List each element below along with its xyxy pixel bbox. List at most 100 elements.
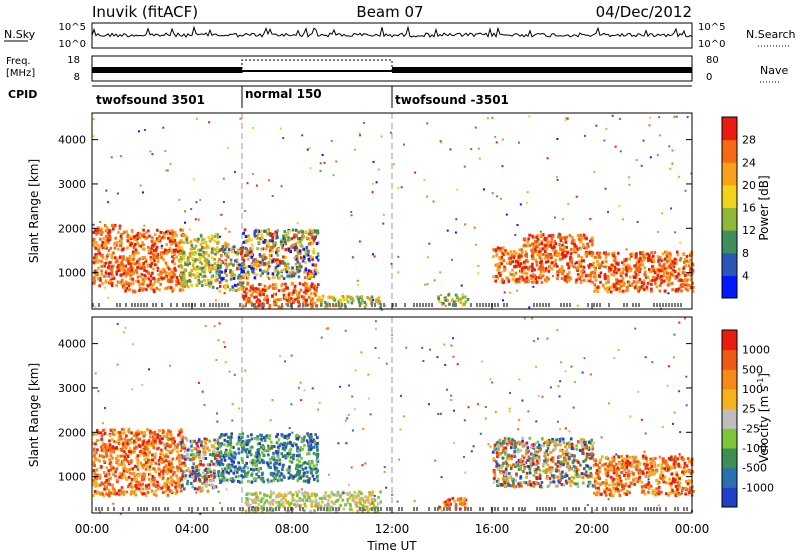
echo-cell bbox=[144, 484, 148, 488]
echo-cell bbox=[528, 265, 532, 269]
echo-cell bbox=[238, 273, 241, 277]
echo-cell bbox=[242, 442, 246, 446]
echo-cell bbox=[190, 458, 194, 462]
echo-cell bbox=[222, 250, 225, 254]
echo-cell bbox=[517, 263, 520, 267]
echo-cell bbox=[116, 454, 120, 458]
echo-cell bbox=[210, 279, 213, 283]
echo-cell bbox=[356, 279, 359, 282]
echo-cell bbox=[181, 284, 185, 288]
echo-cell bbox=[173, 230, 177, 234]
echo-cell bbox=[213, 446, 217, 450]
echo-cell bbox=[212, 247, 216, 251]
echo-cell bbox=[107, 478, 111, 481]
echo-cell bbox=[275, 461, 278, 465]
echo-cell bbox=[219, 479, 222, 483]
echo-cell bbox=[316, 271, 320, 275]
echo-cell bbox=[569, 454, 573, 458]
echo-cell bbox=[152, 249, 156, 253]
echo-cell bbox=[105, 451, 108, 455]
echo-cell bbox=[197, 275, 200, 279]
echo-cell bbox=[104, 269, 108, 273]
echo-cell bbox=[169, 475, 173, 479]
echo-cell bbox=[277, 500, 281, 504]
echo-cell bbox=[499, 271, 503, 275]
echo-cell bbox=[206, 471, 209, 474]
echo-cell bbox=[204, 473, 208, 477]
echo-cell bbox=[170, 437, 173, 441]
echo-cell bbox=[314, 498, 318, 502]
echo-cell bbox=[92, 239, 95, 242]
echo-cell bbox=[135, 436, 138, 440]
echo-cell bbox=[446, 498, 450, 502]
echo-cell bbox=[164, 470, 168, 474]
echo-cell bbox=[282, 261, 285, 265]
echo-cell bbox=[110, 253, 114, 257]
echo-cell bbox=[110, 464, 113, 468]
echo-cell bbox=[358, 132, 361, 135]
echo-cell bbox=[316, 504, 320, 508]
echo-cell bbox=[395, 303, 397, 307]
echo-cell bbox=[238, 263, 241, 267]
echo-cell bbox=[101, 240, 105, 244]
echo-cell bbox=[307, 459, 311, 463]
echo-cell bbox=[171, 235, 175, 239]
echo-cell bbox=[129, 273, 132, 277]
echo-cell bbox=[315, 304, 318, 308]
echo-cell bbox=[501, 138, 504, 141]
echo-cell bbox=[115, 440, 119, 444]
echo-cell bbox=[198, 453, 201, 457]
colorbar-swatch bbox=[722, 252, 737, 276]
echo-cell bbox=[195, 117, 198, 120]
echo-cell bbox=[197, 266, 201, 270]
echo-cell bbox=[257, 287, 260, 291]
echo-cell bbox=[221, 470, 225, 473]
echo-cell bbox=[120, 232, 123, 236]
echo-cell bbox=[498, 247, 502, 251]
echo-cell bbox=[136, 231, 140, 235]
echo-cell bbox=[295, 464, 299, 468]
echo-cell bbox=[538, 242, 541, 246]
echo-cell bbox=[203, 475, 207, 479]
echo-cell bbox=[591, 236, 594, 240]
echo-cell bbox=[307, 232, 311, 236]
echo-cell bbox=[596, 260, 599, 263]
echo-cell bbox=[285, 494, 288, 498]
echo-cell bbox=[375, 298, 378, 302]
echo-cell bbox=[214, 232, 218, 236]
echo-cell bbox=[246, 443, 249, 446]
echo-cell bbox=[539, 267, 543, 271]
echo-cell bbox=[546, 259, 550, 263]
echo-cell bbox=[124, 452, 128, 456]
echo-cell bbox=[243, 266, 246, 270]
echo-cell bbox=[577, 237, 581, 241]
echo-cell bbox=[350, 508, 354, 512]
echo-cell bbox=[148, 234, 151, 238]
echo-cell bbox=[168, 286, 171, 290]
echo-cell bbox=[177, 433, 180, 437]
echo-cell bbox=[143, 451, 147, 455]
range-tick-label: 2000 bbox=[58, 222, 86, 235]
echo-cell bbox=[180, 442, 183, 446]
echo-cell bbox=[202, 254, 205, 258]
echo-cell bbox=[92, 442, 95, 445]
echo-cell bbox=[636, 220, 639, 223]
echo-cell bbox=[135, 456, 138, 460]
echo-cell bbox=[136, 237, 139, 241]
echo-cell bbox=[203, 303, 205, 307]
echo-cell bbox=[681, 282, 684, 286]
echo-cell bbox=[684, 264, 688, 268]
echo-cell bbox=[219, 450, 223, 454]
echo-cell bbox=[644, 273, 647, 277]
echo-cell bbox=[256, 435, 259, 439]
echo-cell bbox=[96, 243, 99, 247]
echo-cell bbox=[154, 470, 158, 474]
echo-cell bbox=[193, 251, 197, 255]
echo-cell bbox=[573, 265, 576, 269]
echo-cell bbox=[668, 145, 671, 148]
echo-cell bbox=[303, 502, 307, 506]
echo-cell bbox=[281, 465, 285, 468]
echo-cell bbox=[181, 271, 185, 275]
echo-cell bbox=[188, 458, 192, 462]
echo-cell bbox=[200, 440, 203, 444]
